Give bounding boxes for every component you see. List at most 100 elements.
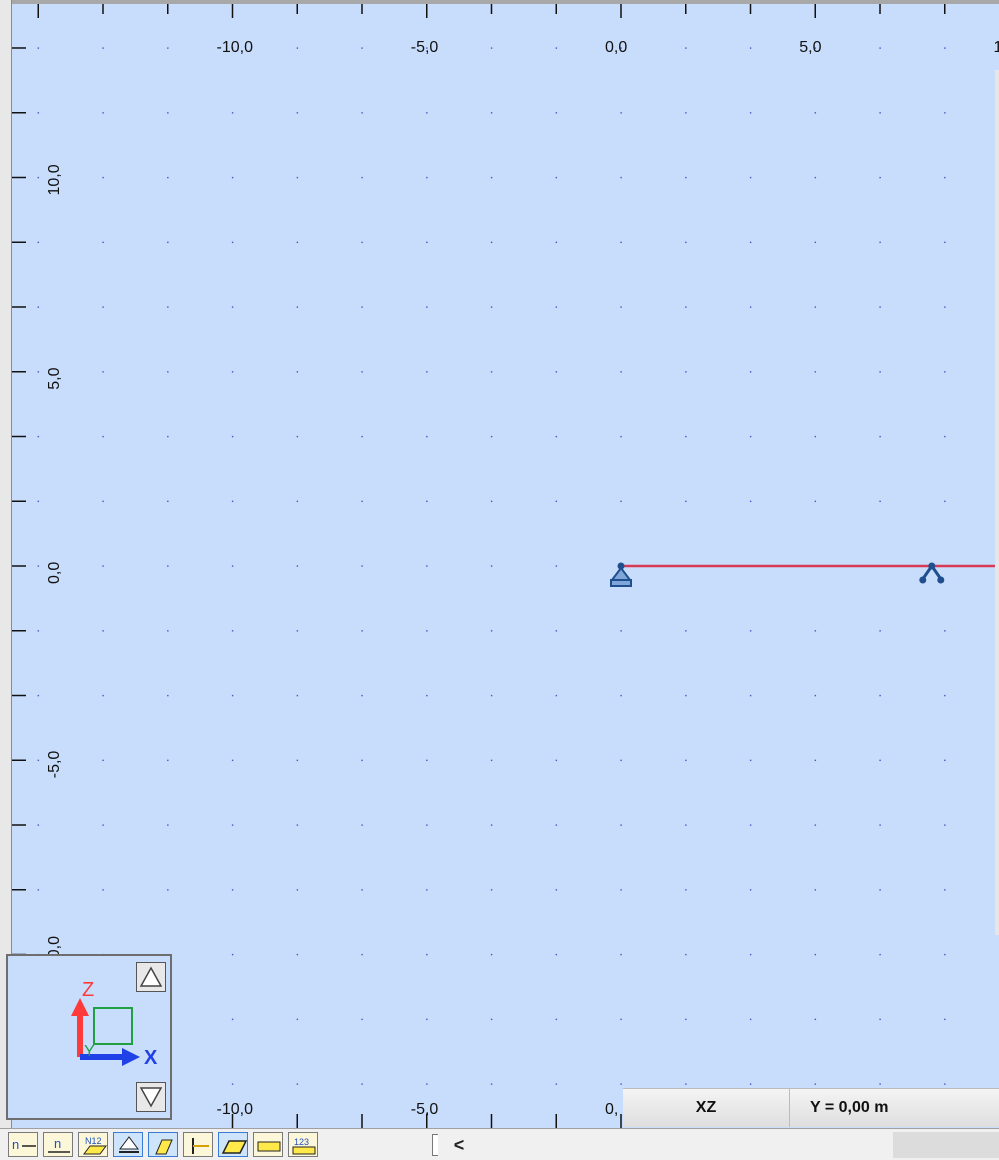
grid-dot	[296, 47, 299, 49]
grid-dot	[944, 694, 946, 697]
loads-display-button[interactable]	[148, 1132, 178, 1157]
grid-dot	[37, 371, 40, 373]
grid-dot	[296, 630, 299, 632]
section-coordinate-indicator: Y = 0,00 m	[810, 1099, 889, 1116]
grid-dot	[749, 694, 752, 697]
grid-dot	[426, 176, 428, 179]
grid-dot	[620, 824, 622, 826]
grid-dot	[555, 1018, 558, 1021]
grid-dot	[167, 241, 169, 244]
right-panel-edge	[995, 70, 999, 935]
grid-dot	[102, 500, 104, 503]
grid-dot	[231, 241, 234, 244]
grid-dot	[296, 694, 299, 697]
axis-triad: Z X Y	[71, 979, 158, 1069]
grid-dot	[814, 889, 817, 891]
grid-dot	[102, 694, 104, 697]
grid-dot	[231, 565, 234, 567]
grid-dot	[490, 824, 493, 826]
grid-dot	[426, 241, 428, 244]
grid-dot	[879, 500, 881, 503]
grid-dot	[490, 565, 493, 567]
grid-dot	[814, 1083, 817, 1085]
surface-numbering-button[interactable]: N12	[78, 1132, 108, 1157]
grid-dot	[167, 371, 169, 373]
grid-dot	[749, 630, 752, 632]
surfaces-display-button[interactable]	[218, 1132, 248, 1157]
grid-dot	[685, 824, 687, 826]
svg-text:n: n	[54, 1136, 61, 1151]
grid-dot	[944, 500, 946, 503]
grid-dot	[879, 435, 881, 438]
grid-dot	[361, 371, 363, 373]
grid-dot	[490, 500, 493, 503]
grid-dot	[814, 306, 817, 308]
toolbar-scroll-left-button[interactable]: <	[453, 1135, 465, 1155]
grid-dot	[749, 47, 752, 49]
grid-dot	[231, 500, 234, 503]
grid-dot	[749, 889, 752, 891]
supports-display-button[interactable]	[113, 1132, 143, 1157]
grid-dot	[231, 306, 234, 308]
grid-dot	[231, 1018, 234, 1021]
bottom-ruler-label: -5,0	[411, 1101, 439, 1118]
grid-dot	[102, 306, 104, 308]
grid-dot	[426, 435, 428, 438]
grid-dot	[944, 953, 946, 956]
grid-dot	[231, 630, 234, 632]
grid-dot	[814, 435, 817, 438]
grid-dot	[555, 630, 558, 632]
view-up-button[interactable]	[136, 962, 166, 992]
grid-dot	[490, 1083, 493, 1085]
grid-dot	[361, 435, 363, 438]
grid-dot	[490, 435, 493, 438]
grid-dot	[102, 759, 104, 762]
grid-dot	[167, 500, 169, 503]
node-label-button[interactable]: n	[43, 1132, 73, 1157]
grid-dot	[37, 630, 40, 632]
grid-dot	[749, 1083, 752, 1085]
x-axis-label: X	[144, 1047, 158, 1069]
grid-dot	[37, 176, 40, 179]
grid-dot	[490, 694, 493, 697]
grid-dot	[814, 47, 817, 49]
toolbar-overflow-edge	[432, 1134, 438, 1156]
local-axes-button[interactable]	[183, 1132, 213, 1157]
support-roller	[937, 576, 945, 584]
grid-dot	[426, 759, 428, 762]
grid-dot	[944, 630, 946, 632]
grid-dot	[426, 953, 428, 956]
grid-dot	[361, 824, 363, 826]
grid-dot	[814, 241, 817, 244]
model-canvas[interactable]: -10,0 -5,0 0,0 5,0 1 10,0 5,0 0,0 -5,0 -10,0 -10…	[12, 4, 999, 1128]
dimension-display-button[interactable]	[253, 1132, 283, 1157]
support-node	[928, 562, 936, 570]
node-numbering-button[interactable]: n	[8, 1132, 38, 1157]
grid-dot	[555, 889, 558, 891]
grid-dot	[879, 694, 881, 697]
svg-text:N12: N12	[85, 1136, 102, 1146]
axis-orientation-widget[interactable]: Z X Y	[6, 954, 172, 1120]
grid-dot	[685, 500, 687, 503]
grid-dot	[296, 176, 299, 179]
grid-dot	[490, 371, 493, 373]
grid-dot	[879, 630, 881, 632]
grid-dot	[685, 112, 687, 114]
grid-dot	[555, 565, 558, 567]
grid-dot	[361, 630, 363, 632]
grid-dot	[490, 953, 493, 956]
grid-dot	[944, 176, 946, 179]
grid-dot	[814, 112, 817, 114]
triangle-down-icon	[139, 1087, 163, 1108]
model-viewport[interactable]: -10,0 -5,0 0,0 5,0 1 10,0 5,0 0,0 -5,0 -10,0 -10…	[12, 4, 999, 1128]
left-ruler-label: -5,0	[46, 751, 63, 779]
values-display-button[interactable]: 123	[288, 1132, 318, 1157]
view-down-button[interactable]	[136, 1082, 166, 1112]
grid-dot	[749, 306, 752, 308]
grid-dot	[685, 953, 687, 956]
grid-dot	[361, 953, 363, 956]
grid-dot	[361, 565, 363, 567]
grid-dot	[361, 1083, 363, 1085]
left-ruler: 10,05,00,0-5,0-10,0	[12, 47, 63, 1085]
